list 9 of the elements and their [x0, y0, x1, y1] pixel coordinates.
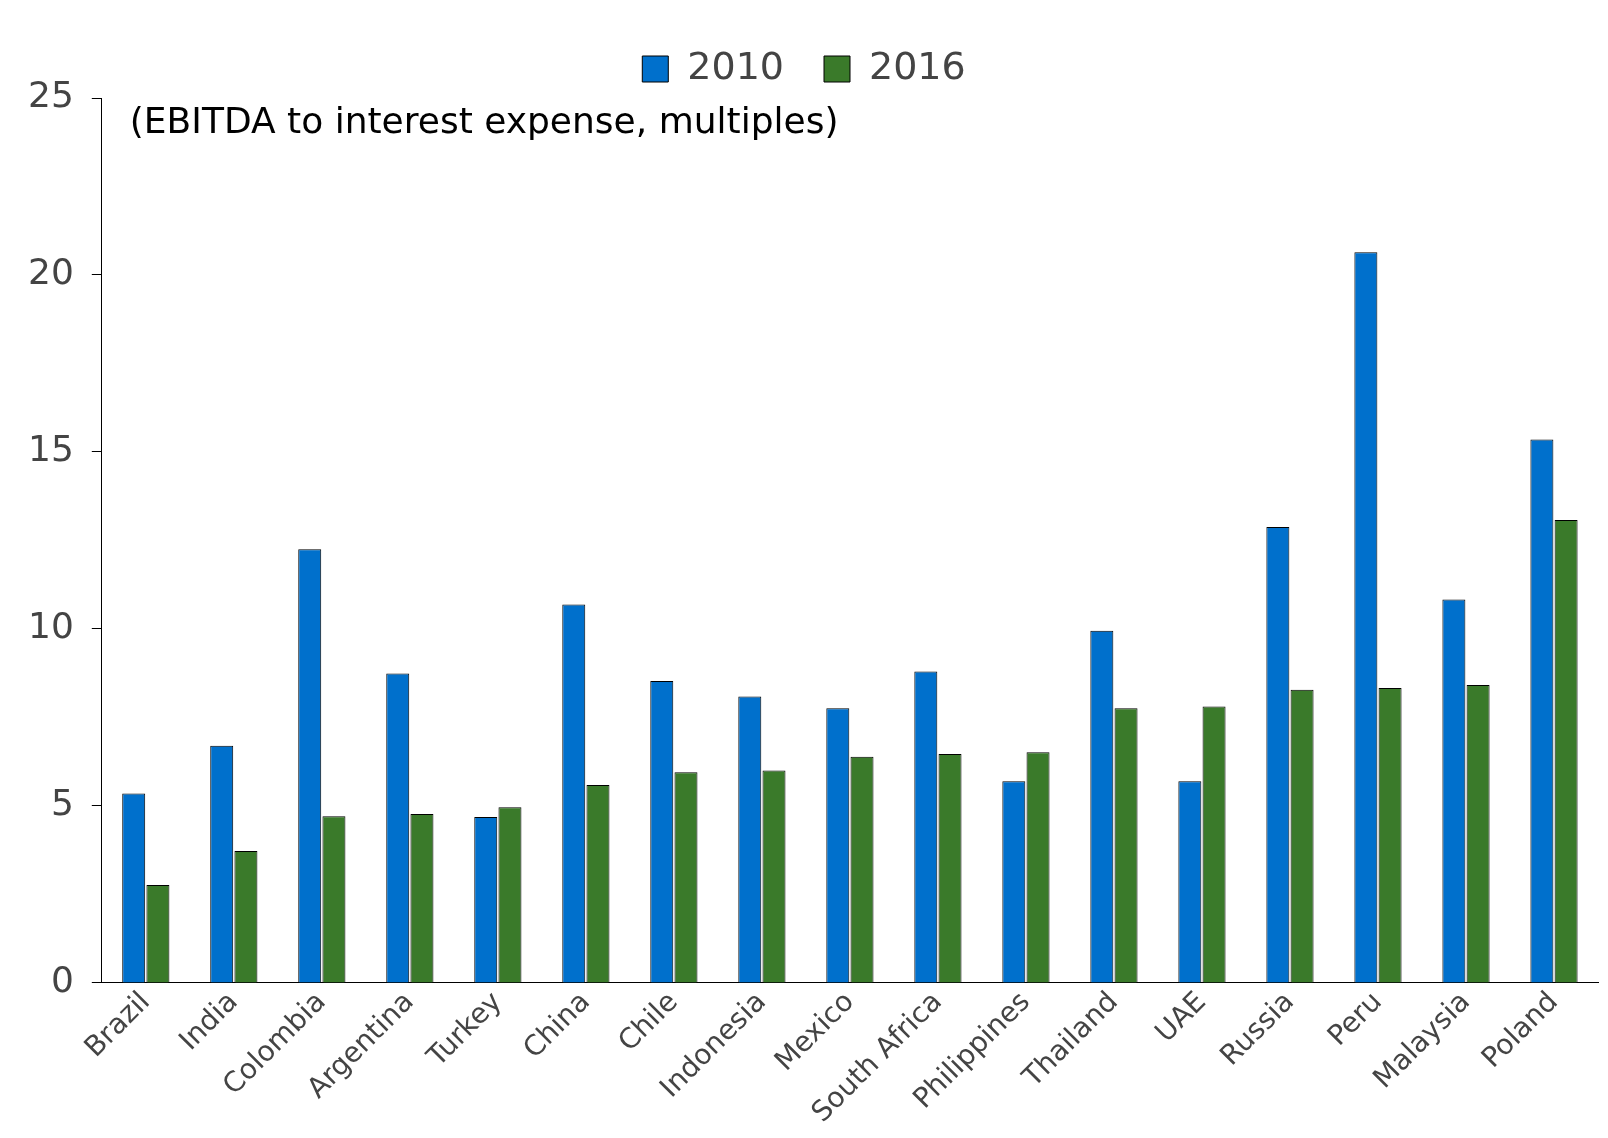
legend-label: 2016 [869, 43, 966, 88]
y-tick-label: 15 [28, 428, 74, 470]
legend-label: 2010 [687, 43, 785, 88]
y-tick-label: 25 [28, 74, 74, 116]
annotation: (EBITDA to interest expense, multiples) [129, 100, 839, 142]
y-tick-label: 0 [50, 959, 74, 1001]
y-tick-label: 5 [50, 782, 74, 824]
y-tick-label: 20 [28, 251, 74, 293]
y-tick-label: 10 [28, 605, 74, 647]
